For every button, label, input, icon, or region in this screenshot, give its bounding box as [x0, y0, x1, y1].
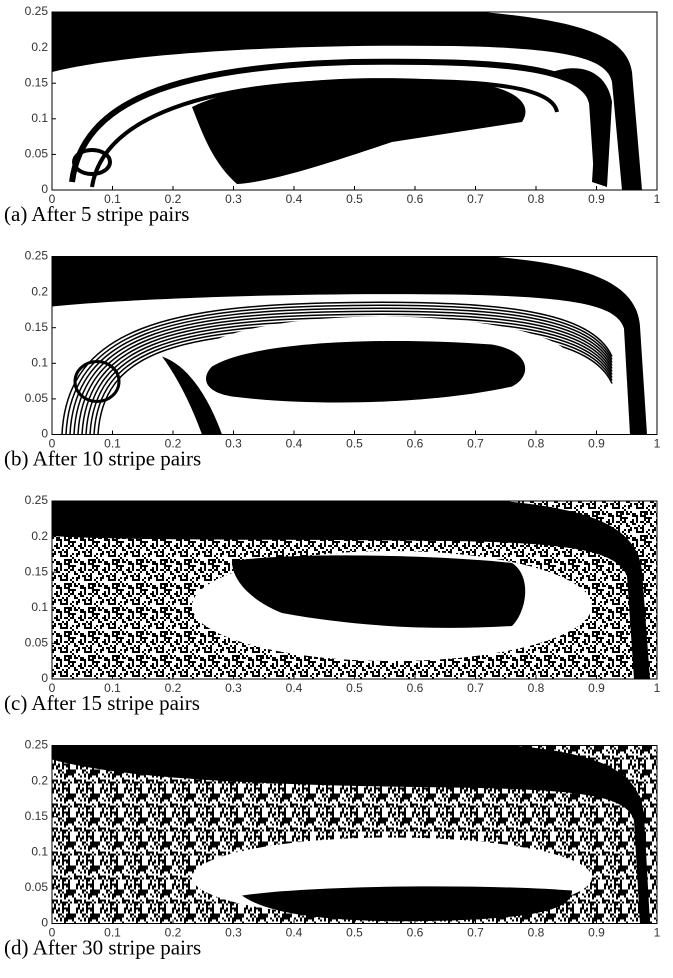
x-tick-label: 1 [654, 681, 661, 695]
y-tick-label: 0.05 [25, 147, 49, 161]
x-tick-label: 0.8 [528, 926, 545, 940]
x-tick-label: 0.5 [346, 192, 363, 206]
y-tick-label: 0.15 [25, 320, 49, 334]
x-tick-label: 0.7 [467, 681, 484, 695]
figure: 0 0.1 0.2 0.3 0.4 0.5 0.6 0.7 0.8 0.9 1 0 0.05 0.1 0.1… [0, 0, 673, 978]
y-tick-label: 0.25 [25, 249, 49, 263]
y-tick-label: 0 [41, 671, 48, 685]
y-tick-label: 0.05 [25, 880, 49, 894]
mixing-pattern [52, 501, 657, 679]
x-tick-label: 0.6 [407, 926, 424, 940]
mixing-pattern [52, 12, 657, 190]
x-tick-label: 0.9 [588, 192, 605, 206]
caption: (d) After 30 stripe pairs [4, 935, 201, 959]
y-tick-label: 0.25 [25, 738, 49, 752]
x-tick-label: 0.5 [346, 926, 363, 940]
mixing-pattern [52, 257, 657, 435]
y-tick-label: 0 [41, 916, 48, 930]
y-tick-label: 0.2 [31, 773, 48, 787]
y-tick-label: 0.1 [31, 111, 48, 125]
x-tick-label: 0.5 [346, 437, 363, 451]
caption: (b) After 10 stripe pairs [4, 446, 201, 470]
y-tick-label: 0.15 [25, 564, 49, 578]
x-tick-label: 1 [654, 926, 661, 940]
x-tick-label: 0.7 [467, 437, 484, 451]
x-tick-label: 0.3 [225, 926, 242, 940]
y-tick-label: 0.1 [31, 355, 48, 369]
x-tick-label: 0.6 [407, 437, 424, 451]
y-tick-label: 0.05 [25, 636, 49, 650]
x-tick-label: 0.8 [528, 437, 545, 451]
x-tick-label: 0.4 [286, 192, 303, 206]
x-tick-label: 0.9 [588, 437, 605, 451]
x-tick-label: 0.9 [588, 926, 605, 940]
caption: (a) After 5 stripe pairs [4, 202, 189, 226]
y-tick-label: 0.05 [25, 391, 49, 405]
y-tick-label: 0.1 [31, 844, 48, 858]
x-tick-label: 0.8 [528, 681, 545, 695]
y-tick-label: 0.2 [31, 40, 48, 54]
x-tick-label: 0.7 [467, 926, 484, 940]
y-tick-label: 0.1 [31, 600, 48, 614]
x-tick-label: 0.4 [286, 437, 303, 451]
y-tick-label: 0.15 [25, 75, 49, 89]
caption: (c) After 15 stripe pairs [4, 691, 200, 715]
x-tick-label: 0.4 [286, 681, 303, 695]
y-tick-label: 0 [41, 427, 48, 441]
y-tick-label: 0 [41, 182, 48, 196]
x-tick-label: 0.5 [346, 681, 363, 695]
x-tick-label: 1 [654, 437, 661, 451]
x-tick-label: 0.6 [407, 681, 424, 695]
y-tick-label: 0.25 [25, 493, 49, 507]
x-tick-label: 0.4 [286, 926, 303, 940]
y-tick-label: 0.25 [25, 4, 49, 18]
x-tick-label: 0.3 [225, 437, 242, 451]
x-tick-label: 0.6 [407, 192, 424, 206]
x-tick-label: 0.9 [588, 681, 605, 695]
x-tick-label: 0.3 [225, 192, 242, 206]
x-tick-label: 0.8 [528, 192, 545, 206]
mixing-pattern [52, 746, 657, 924]
y-tick-label: 0.2 [31, 529, 48, 543]
x-tick-label: 0.3 [225, 681, 242, 695]
y-tick-label: 0.15 [25, 809, 49, 823]
x-tick-label: 1 [654, 192, 661, 206]
y-tick-label: 0.2 [31, 284, 48, 298]
x-tick-label: 0.7 [467, 192, 484, 206]
